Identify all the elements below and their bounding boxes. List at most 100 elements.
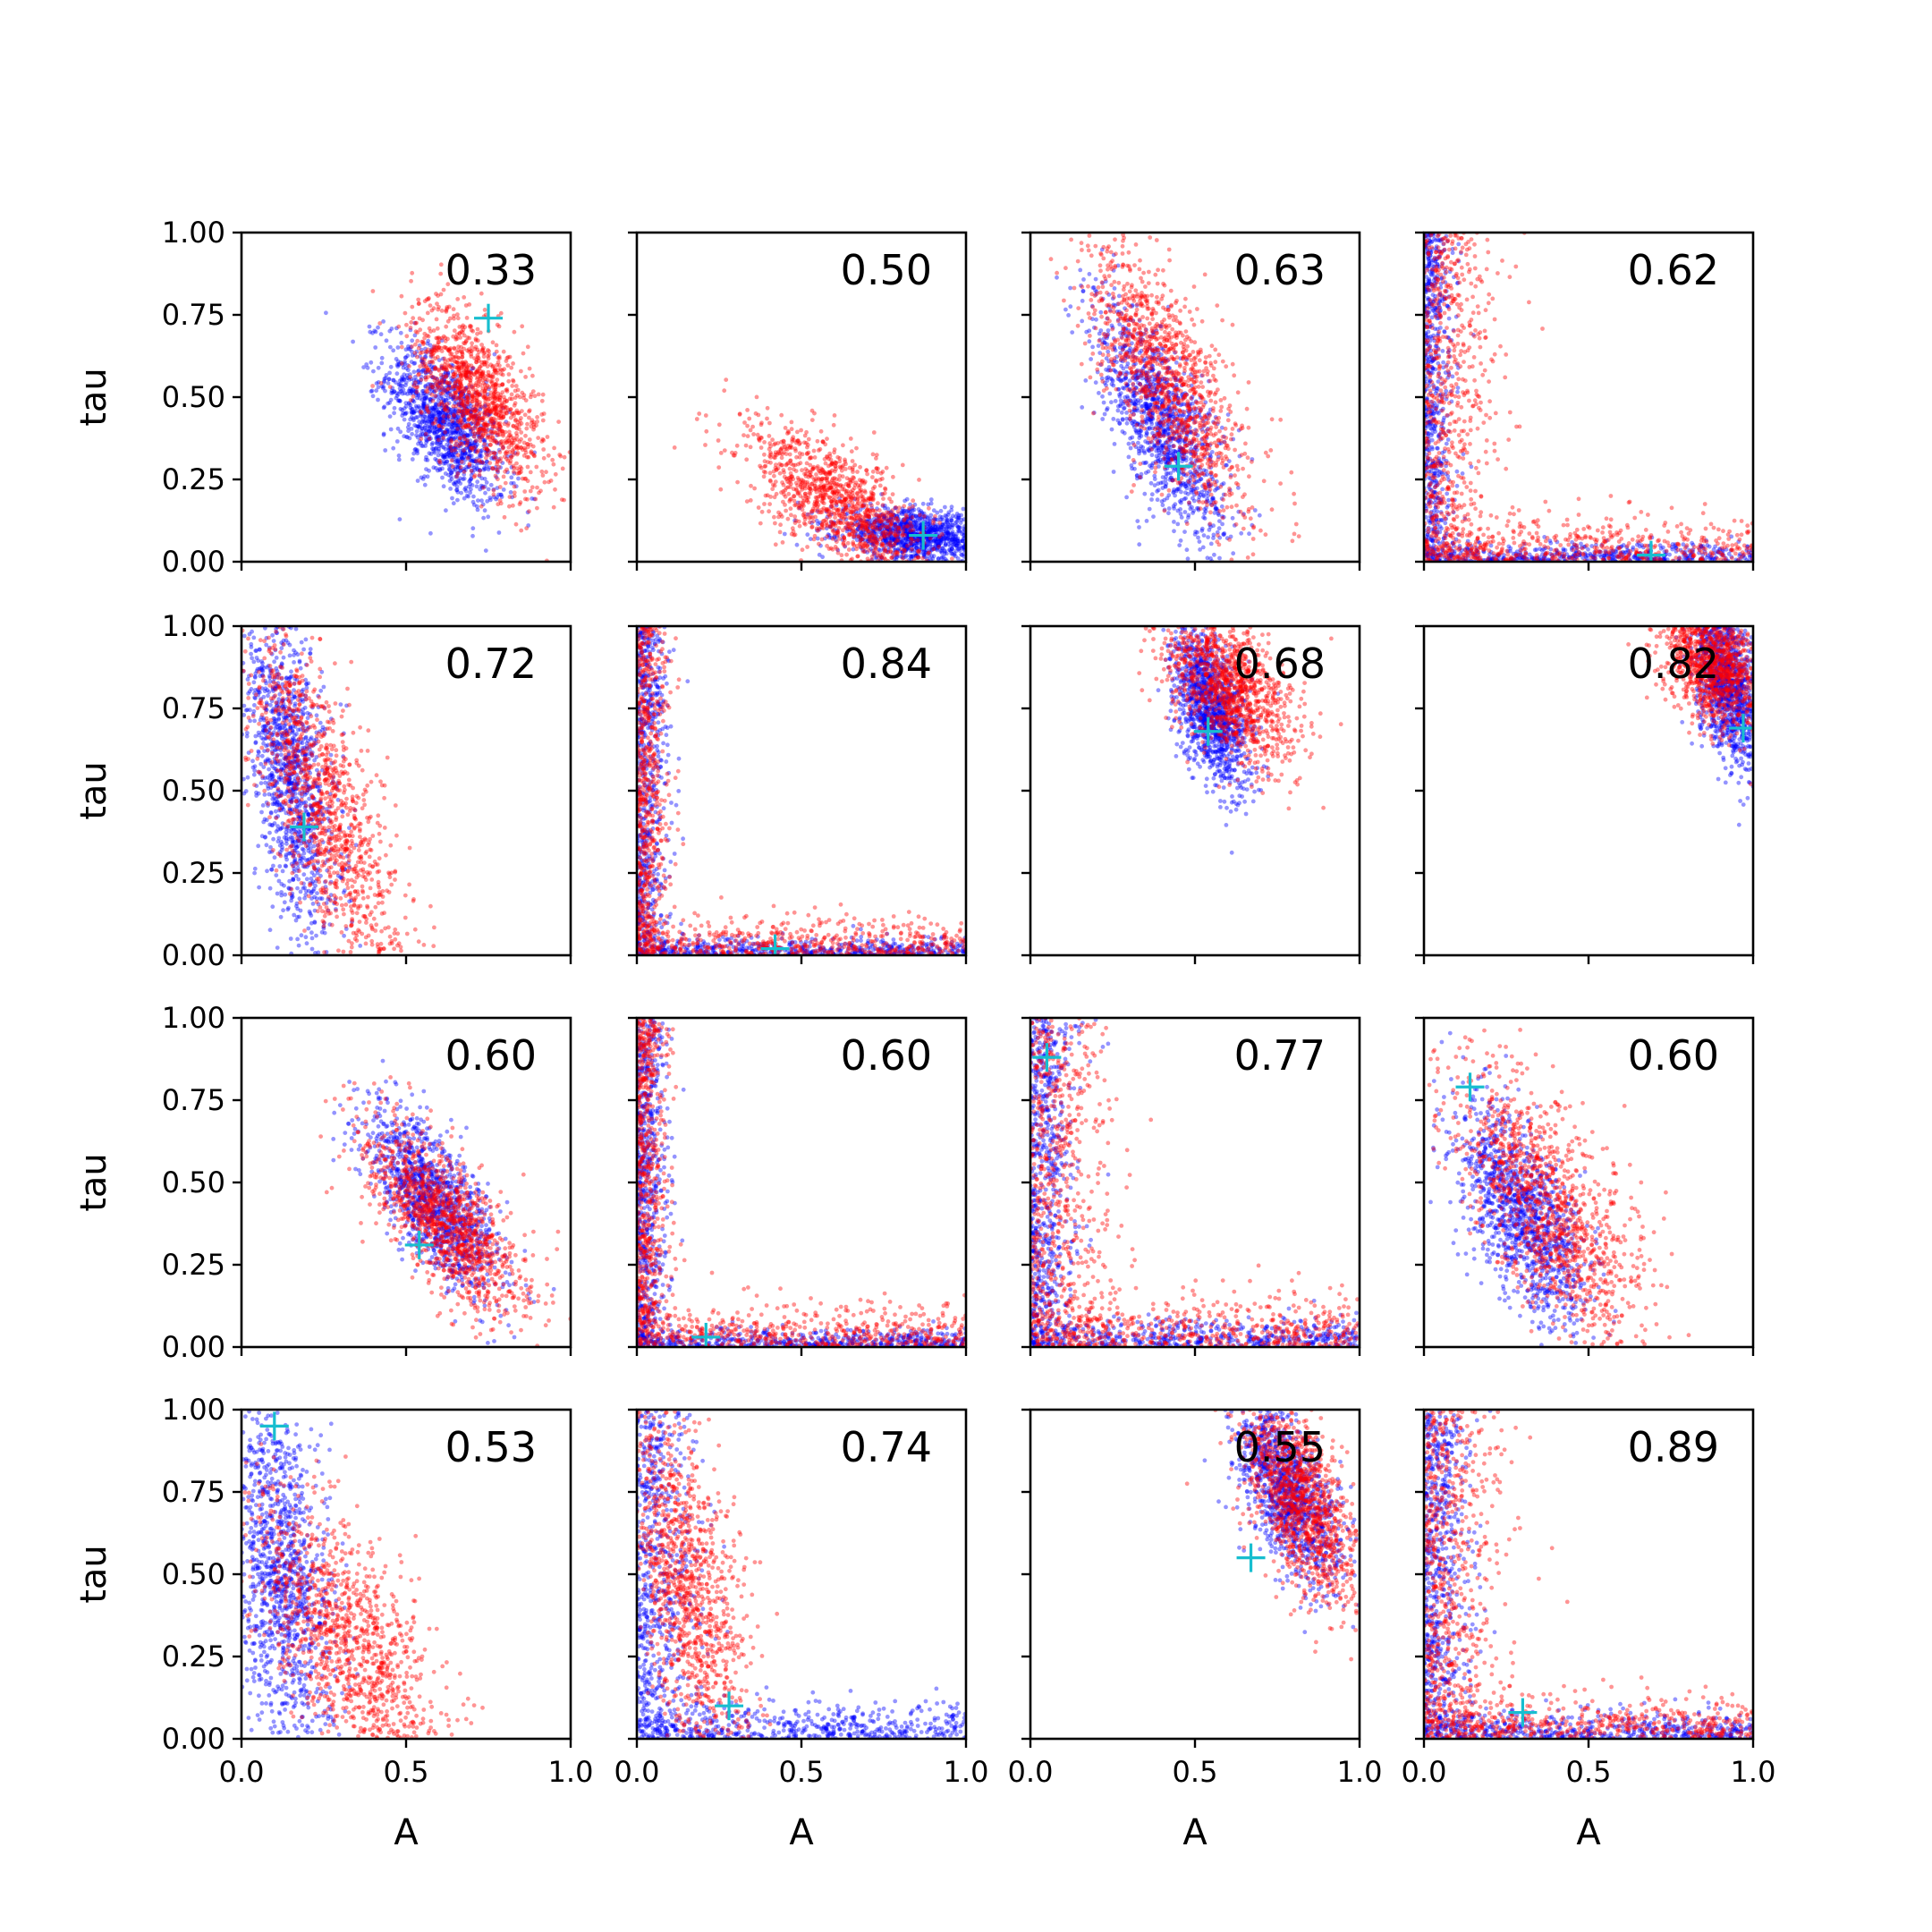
blue-point <box>428 364 434 369</box>
blue-point <box>443 374 448 379</box>
blue-point <box>470 443 474 447</box>
blue-point <box>435 429 439 435</box>
blue-point <box>439 338 445 343</box>
red-point <box>472 417 477 422</box>
blue-point <box>445 413 450 418</box>
red-point <box>416 301 421 307</box>
blue-point <box>417 438 422 444</box>
red-point <box>455 297 461 301</box>
blue-point <box>467 442 472 446</box>
blue-point <box>930 525 935 530</box>
panel-2: 0.50 <box>628 231 968 571</box>
red-point <box>477 472 482 478</box>
blue-point <box>873 529 877 534</box>
red-point <box>789 531 794 537</box>
red-point <box>519 445 524 450</box>
red-point <box>848 489 853 495</box>
blue-point <box>1081 277 1086 282</box>
red-point <box>495 403 500 408</box>
blue-point <box>402 355 408 360</box>
blue-point <box>440 408 445 413</box>
red-point <box>408 326 413 330</box>
blue-point <box>402 434 407 439</box>
blue-point <box>423 369 428 375</box>
blue-point <box>900 550 905 555</box>
red-point <box>465 408 470 413</box>
red-point <box>457 325 462 329</box>
red-point <box>931 547 936 552</box>
blue-point <box>467 454 472 460</box>
red-point <box>468 425 472 430</box>
blue-point <box>421 402 427 408</box>
blue-point <box>429 405 435 411</box>
red-point <box>492 394 496 399</box>
red-point <box>461 399 466 404</box>
blue-point <box>440 475 445 480</box>
blue-point <box>513 451 518 455</box>
blue-point <box>462 449 466 454</box>
red-point <box>816 507 820 512</box>
red-point <box>476 430 481 435</box>
blue-point <box>834 503 839 508</box>
red-point <box>536 436 541 440</box>
red-point <box>458 394 463 398</box>
red-point <box>833 515 837 520</box>
red-point <box>830 547 835 552</box>
blue-point <box>1055 275 1059 280</box>
blue-point <box>938 538 944 544</box>
blue-point <box>381 385 386 389</box>
blue-point <box>434 466 438 470</box>
red-point <box>497 432 503 437</box>
red-point <box>446 414 452 419</box>
blue-point <box>422 391 428 395</box>
blue-point <box>378 332 384 337</box>
blue-point <box>438 458 443 463</box>
blue-point <box>429 419 434 424</box>
red-point <box>860 549 866 554</box>
red-point <box>483 431 488 436</box>
red-point <box>525 421 530 427</box>
blue-point <box>483 402 488 408</box>
blue-point <box>942 538 946 544</box>
red-point <box>780 540 785 545</box>
red-point <box>537 490 541 496</box>
red-point <box>427 296 431 301</box>
blue-point <box>439 410 445 415</box>
blue-point <box>902 536 907 540</box>
blue-point <box>419 369 424 375</box>
blue-point <box>450 453 455 457</box>
red-point <box>454 336 460 341</box>
red-point <box>444 367 449 372</box>
blue-point <box>387 328 393 334</box>
blue-point <box>928 538 934 543</box>
blue-point <box>444 411 449 417</box>
red-point <box>478 411 482 415</box>
red-point <box>850 459 855 463</box>
red-point <box>843 496 849 502</box>
red-point <box>835 547 840 552</box>
blue-point <box>955 524 961 530</box>
blue-point <box>443 446 448 452</box>
blue-point <box>882 513 887 519</box>
blue-point <box>500 405 505 411</box>
red-point <box>845 540 851 546</box>
blue-point <box>456 479 462 484</box>
red-point <box>838 483 843 487</box>
red-point <box>497 383 502 388</box>
red-point <box>730 450 734 455</box>
red-point <box>810 466 816 471</box>
blue-point <box>475 507 480 513</box>
red-point <box>478 426 483 431</box>
red-point <box>490 400 496 405</box>
red-point <box>465 437 470 443</box>
red-point <box>556 419 561 424</box>
red-point <box>465 365 470 370</box>
blue-point <box>509 453 513 459</box>
blue-point <box>452 446 457 451</box>
blue-point <box>887 545 892 549</box>
blue-point <box>443 422 448 428</box>
red-point <box>531 453 537 458</box>
blue-point <box>431 411 436 417</box>
blue-point <box>480 437 486 442</box>
red-point <box>487 352 492 357</box>
